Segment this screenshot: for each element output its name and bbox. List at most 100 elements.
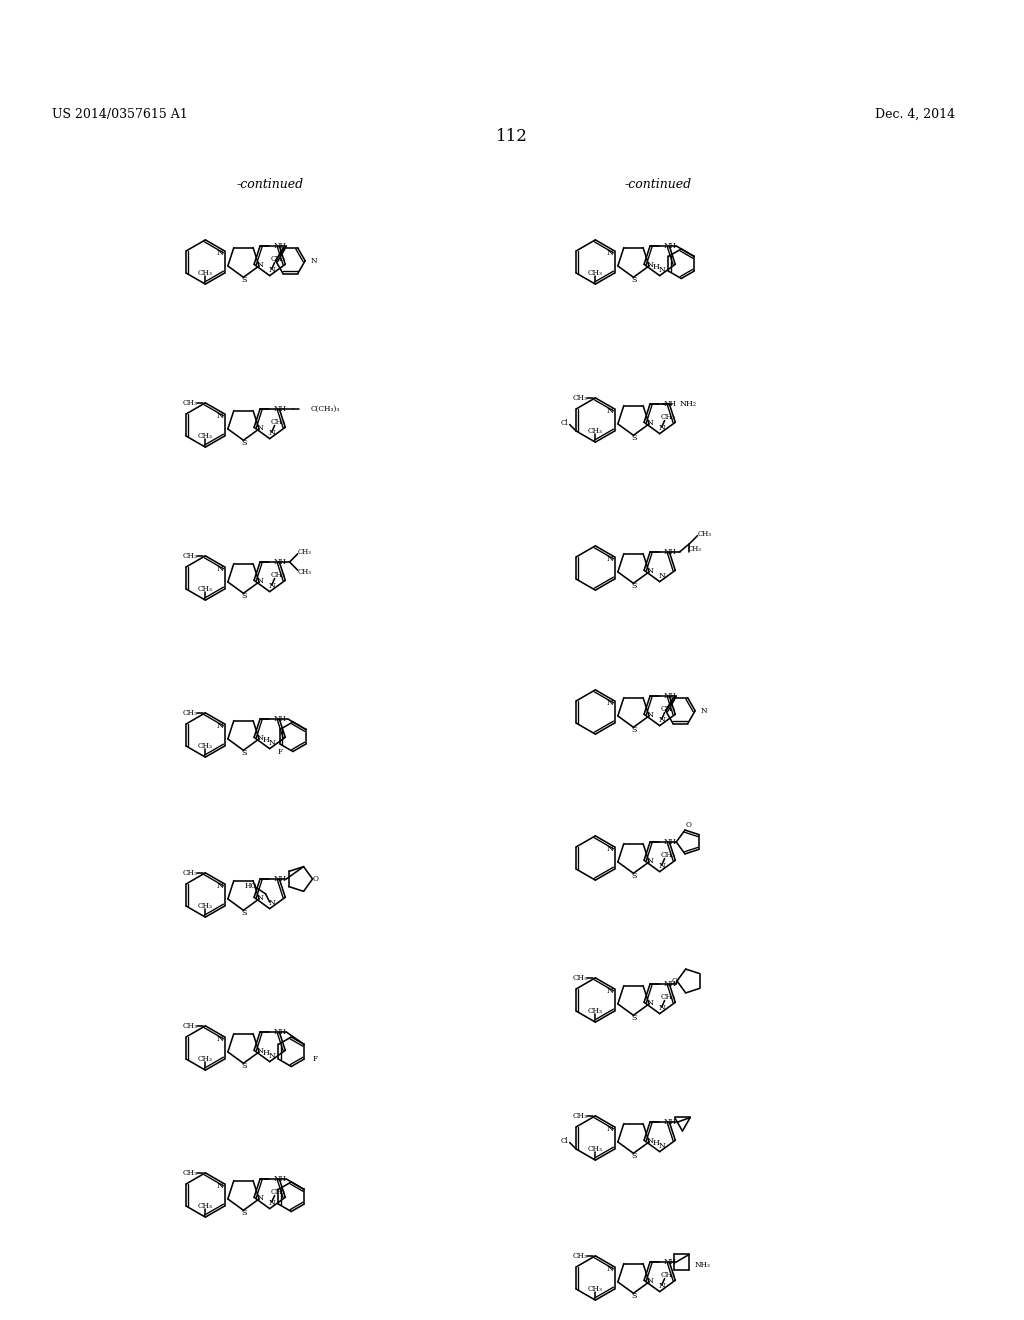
Text: -continued: -continued xyxy=(237,178,303,191)
Text: CH₃: CH₃ xyxy=(183,552,198,560)
Text: N: N xyxy=(658,572,666,579)
Text: N: N xyxy=(310,257,316,265)
Text: NH: NH xyxy=(664,548,677,556)
Text: N: N xyxy=(607,249,614,257)
Text: S: S xyxy=(632,582,637,590)
Text: CH₃: CH₃ xyxy=(588,426,603,434)
Text: S: S xyxy=(242,908,247,917)
Text: NH: NH xyxy=(273,875,287,883)
Text: N: N xyxy=(256,895,263,903)
Text: S: S xyxy=(242,276,247,284)
Text: N: N xyxy=(268,739,275,747)
Text: N: N xyxy=(217,412,224,420)
Text: N: N xyxy=(607,1265,614,1272)
Text: NH₂: NH₂ xyxy=(680,400,697,408)
Text: N: N xyxy=(658,424,666,432)
Text: CH₃: CH₃ xyxy=(270,418,286,426)
Text: CH₃: CH₃ xyxy=(573,974,588,982)
Text: NH: NH xyxy=(664,838,677,846)
Text: N: N xyxy=(607,407,614,414)
Text: S: S xyxy=(632,434,637,442)
Text: NH: NH xyxy=(664,979,677,987)
Text: F: F xyxy=(278,748,283,756)
Text: CH₃: CH₃ xyxy=(588,1144,603,1152)
Text: N: N xyxy=(268,1052,275,1060)
Text: N: N xyxy=(217,722,224,730)
Text: N: N xyxy=(607,987,614,995)
Text: N: N xyxy=(658,265,666,275)
Text: S: S xyxy=(632,1152,637,1160)
Text: CH₃: CH₃ xyxy=(198,1055,213,1063)
Text: CH₃: CH₃ xyxy=(270,255,286,263)
Text: CH₃: CH₃ xyxy=(660,413,676,421)
Text: CH₃: CH₃ xyxy=(660,851,676,859)
Text: CH₃: CH₃ xyxy=(573,1111,588,1119)
Text: CH₃: CH₃ xyxy=(697,529,711,539)
Text: H: H xyxy=(652,1139,659,1147)
Text: O: O xyxy=(671,977,677,985)
Text: S: S xyxy=(632,726,637,734)
Text: CH₃: CH₃ xyxy=(183,399,198,407)
Text: N: N xyxy=(658,715,666,723)
Text: CH₃: CH₃ xyxy=(270,1188,286,1196)
Text: H: H xyxy=(652,264,659,272)
Text: O: O xyxy=(686,821,692,829)
Text: Dec. 4, 2014: Dec. 4, 2014 xyxy=(874,108,955,121)
Text: N: N xyxy=(217,882,224,890)
Text: Cl: Cl xyxy=(561,1137,568,1144)
Text: H: H xyxy=(262,1049,269,1057)
Text: NH: NH xyxy=(664,692,677,700)
Text: S: S xyxy=(242,748,247,756)
Text: NH: NH xyxy=(273,715,287,723)
Text: CH₃: CH₃ xyxy=(660,1271,676,1279)
Text: -continued: -continued xyxy=(625,178,691,191)
Text: NH: NH xyxy=(273,1175,287,1183)
Text: N: N xyxy=(646,999,653,1007)
Text: CH₃: CH₃ xyxy=(297,548,311,556)
Text: S: S xyxy=(632,871,637,879)
Text: CH₃: CH₃ xyxy=(270,572,286,579)
Text: F: F xyxy=(312,1055,317,1063)
Text: CH₃: CH₃ xyxy=(573,393,588,401)
Text: NH: NH xyxy=(664,1258,677,1266)
Text: CH₃: CH₃ xyxy=(198,742,213,750)
Text: N: N xyxy=(607,698,614,708)
Text: S: S xyxy=(242,1061,247,1069)
Text: CH₃: CH₃ xyxy=(573,1251,588,1259)
Text: S: S xyxy=(242,1209,247,1217)
Text: NH: NH xyxy=(273,1028,287,1036)
Text: N: N xyxy=(256,734,263,742)
Text: S: S xyxy=(242,591,247,599)
Text: CH₃: CH₃ xyxy=(198,432,213,440)
Text: N: N xyxy=(658,862,666,870)
Text: N: N xyxy=(646,420,653,428)
Text: CH₃: CH₃ xyxy=(588,269,603,277)
Text: N: N xyxy=(607,845,614,853)
Text: N: N xyxy=(607,1125,614,1133)
Text: CH₃: CH₃ xyxy=(687,545,701,553)
Text: N: N xyxy=(646,1278,653,1286)
Text: NH: NH xyxy=(273,558,287,566)
Text: N: N xyxy=(646,1138,653,1146)
Text: CH₃: CH₃ xyxy=(198,585,213,593)
Text: N: N xyxy=(646,261,653,269)
Text: S: S xyxy=(632,1292,637,1300)
Text: C(CH₃)₃: C(CH₃)₃ xyxy=(311,405,340,413)
Text: CH₃: CH₃ xyxy=(183,869,198,876)
Text: S: S xyxy=(632,1014,637,1022)
Text: N: N xyxy=(658,1005,666,1012)
Text: S: S xyxy=(632,276,637,284)
Text: NH: NH xyxy=(664,1118,677,1126)
Text: O: O xyxy=(313,875,318,883)
Text: N: N xyxy=(268,582,275,590)
Text: US 2014/0357615 A1: US 2014/0357615 A1 xyxy=(52,108,187,121)
Text: N: N xyxy=(646,568,653,576)
Text: N: N xyxy=(217,1035,224,1043)
Text: N: N xyxy=(658,1282,666,1290)
Text: CH₃: CH₃ xyxy=(198,269,213,277)
Text: CH₃: CH₃ xyxy=(297,568,311,576)
Text: N: N xyxy=(268,899,275,907)
Text: N: N xyxy=(268,429,275,437)
Text: 112: 112 xyxy=(496,128,528,145)
Text: NH: NH xyxy=(273,242,287,249)
